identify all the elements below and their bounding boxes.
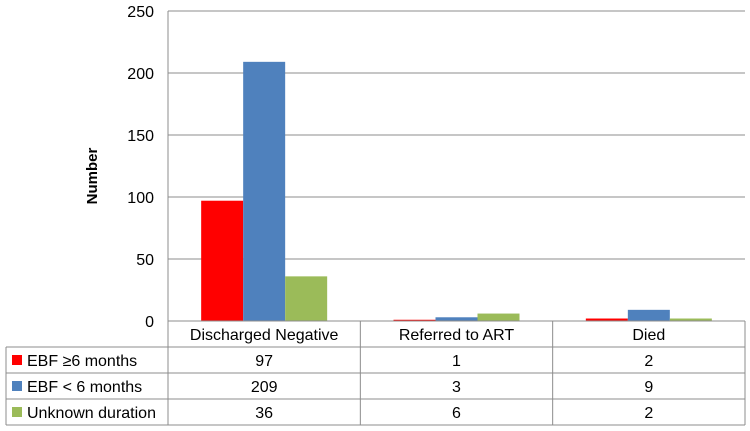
data-table-value: 36 [255, 405, 273, 422]
bar-3-3 [669, 318, 712, 321]
y-tick-label: 100 [127, 190, 154, 207]
data-table-value: 6 [452, 405, 461, 422]
bar-2-2 [435, 317, 478, 321]
legend-swatch-1 [12, 355, 22, 365]
data-table-value: 97 [255, 353, 273, 370]
x-category-label: Died [632, 327, 665, 344]
y-axis-title: Number [84, 148, 101, 205]
bar-3-1 [285, 276, 328, 321]
legend-label: Unknown duration [27, 405, 156, 422]
y-tick-label: 150 [127, 128, 154, 145]
data-table-value: 1 [452, 353, 461, 370]
y-tick-label: 0 [145, 314, 154, 331]
legend-swatch-3 [12, 407, 22, 417]
x-category-label: Referred to ART [399, 327, 515, 344]
data-table-value: 3 [452, 379, 461, 396]
data-table-value: 9 [644, 379, 653, 396]
bar-2-3 [627, 309, 670, 321]
data-table-value: 209 [251, 379, 278, 396]
bar-1-1 [201, 200, 244, 321]
legend-swatch-2 [12, 381, 22, 391]
bar-1-2 [393, 319, 436, 321]
y-tick-label: 50 [136, 252, 154, 269]
bar-2-1 [243, 61, 286, 322]
legend-label: EBF < 6 months [27, 379, 142, 396]
y-tick-label: 250 [127, 4, 154, 21]
bar-1-3 [585, 318, 628, 321]
legend-label: EBF ≥6 months [27, 353, 137, 370]
y-tick-label: 200 [127, 66, 154, 83]
data-table-value: 2 [644, 353, 653, 370]
x-category-label: Discharged Negative [190, 327, 339, 344]
data-table-value: 2 [644, 405, 653, 422]
bar-3-2 [477, 313, 520, 321]
